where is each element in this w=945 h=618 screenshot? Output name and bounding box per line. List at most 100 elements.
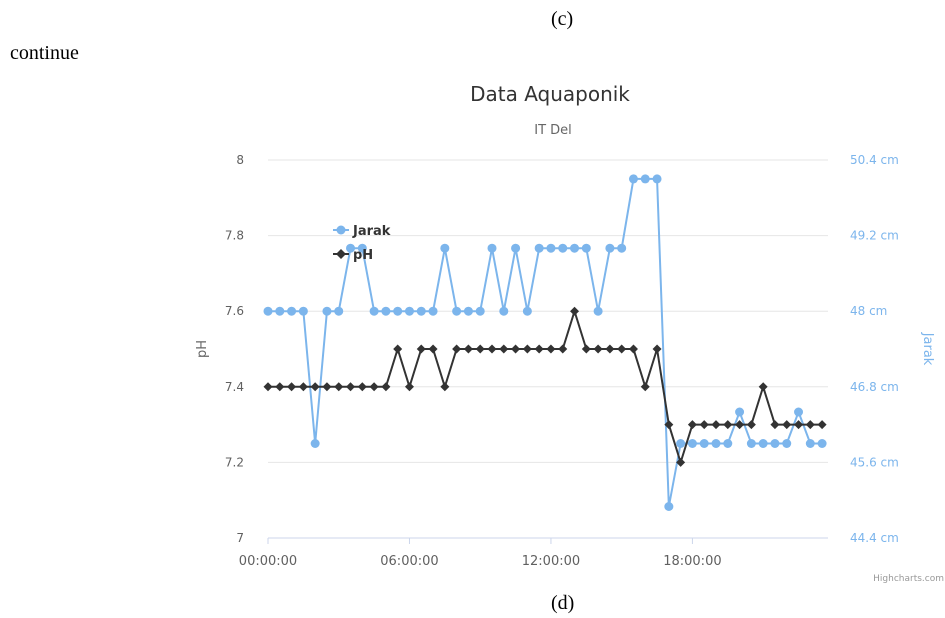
- data-point-jarak[interactable]: [322, 306, 332, 316]
- data-point-ph[interactable]: [322, 382, 332, 392]
- data-point-jarak[interactable]: [263, 306, 273, 316]
- data-point-jarak[interactable]: [782, 439, 792, 448]
- y2-tick-label: 44.4 cm: [850, 531, 899, 545]
- data-point-ph[interactable]: [416, 344, 426, 354]
- data-point-ph[interactable]: [546, 344, 556, 354]
- data-point-ph[interactable]: [735, 420, 745, 430]
- data-point-jarak[interactable]: [687, 439, 697, 448]
- data-point-ph[interactable]: [287, 382, 297, 392]
- data-point-jarak[interactable]: [440, 243, 450, 253]
- data-point-jarak[interactable]: [499, 306, 509, 316]
- data-point-ph[interactable]: [805, 420, 815, 430]
- data-point-ph[interactable]: [676, 457, 686, 467]
- data-point-jarak[interactable]: [640, 174, 650, 184]
- data-point-ph[interactable]: [817, 420, 827, 430]
- data-point-jarak[interactable]: [334, 306, 344, 316]
- data-point-jarak[interactable]: [758, 439, 768, 448]
- data-point-jarak[interactable]: [664, 502, 674, 511]
- data-point-jarak[interactable]: [805, 439, 815, 448]
- data-point-ph[interactable]: [534, 344, 544, 354]
- data-point-ph[interactable]: [746, 420, 756, 430]
- data-point-ph[interactable]: [664, 420, 674, 430]
- data-point-jarak[interactable]: [369, 306, 379, 316]
- data-point-jarak[interactable]: [746, 439, 756, 448]
- data-point-ph[interactable]: [770, 420, 780, 430]
- data-point-jarak[interactable]: [711, 439, 721, 448]
- data-point-ph[interactable]: [558, 344, 568, 354]
- data-point-jarak[interactable]: [570, 243, 580, 253]
- data-point-jarak[interactable]: [428, 306, 438, 316]
- data-point-ph[interactable]: [782, 420, 792, 430]
- data-point-jarak[interactable]: [452, 306, 462, 316]
- data-point-jarak[interactable]: [393, 306, 403, 316]
- data-point-jarak[interactable]: [357, 243, 367, 253]
- data-point-jarak[interactable]: [605, 243, 615, 253]
- data-point-ph[interactable]: [393, 344, 403, 354]
- data-point-ph[interactable]: [723, 420, 733, 430]
- data-point-ph[interactable]: [452, 344, 462, 354]
- data-point-jarak[interactable]: [381, 306, 391, 316]
- data-point-jarak[interactable]: [310, 439, 320, 448]
- data-point-jarak[interactable]: [475, 306, 485, 316]
- data-point-jarak[interactable]: [546, 243, 556, 253]
- data-point-jarak[interactable]: [522, 306, 532, 316]
- data-point-jarak[interactable]: [534, 243, 544, 253]
- data-point-ph[interactable]: [687, 420, 697, 430]
- data-point-jarak[interactable]: [794, 407, 804, 417]
- data-point-jarak[interactable]: [558, 243, 568, 253]
- data-point-ph[interactable]: [487, 344, 497, 354]
- data-point-ph[interactable]: [758, 382, 768, 392]
- y-tick-label: 7.2: [225, 455, 244, 469]
- data-point-ph[interactable]: [499, 344, 509, 354]
- data-point-jarak[interactable]: [723, 439, 733, 448]
- data-point-jarak[interactable]: [699, 439, 709, 448]
- data-point-jarak[interactable]: [346, 243, 356, 253]
- data-point-ph[interactable]: [511, 344, 521, 354]
- data-point-ph[interactable]: [794, 420, 804, 430]
- data-point-ph[interactable]: [346, 382, 356, 392]
- data-point-jarak[interactable]: [404, 306, 414, 316]
- data-point-ph[interactable]: [428, 344, 438, 354]
- data-point-ph[interactable]: [440, 382, 450, 392]
- data-point-ph[interactable]: [652, 344, 662, 354]
- data-point-ph[interactable]: [581, 344, 591, 354]
- data-point-jarak[interactable]: [617, 243, 627, 253]
- data-point-ph[interactable]: [334, 382, 344, 392]
- data-point-ph[interactable]: [310, 382, 320, 392]
- data-point-jarak[interactable]: [463, 306, 473, 316]
- data-point-ph[interactable]: [617, 344, 627, 354]
- data-point-jarak[interactable]: [416, 306, 426, 316]
- data-point-ph[interactable]: [711, 420, 721, 430]
- data-point-jarak[interactable]: [511, 243, 521, 253]
- data-point-ph[interactable]: [275, 382, 285, 392]
- data-point-jarak[interactable]: [735, 407, 745, 417]
- data-point-ph[interactable]: [357, 382, 367, 392]
- data-point-jarak[interactable]: [676, 439, 686, 448]
- data-point-ph[interactable]: [699, 420, 709, 430]
- data-point-jarak[interactable]: [652, 174, 662, 184]
- data-point-jarak[interactable]: [770, 439, 780, 448]
- data-point-ph[interactable]: [570, 306, 580, 316]
- data-point-jarak[interactable]: [287, 306, 297, 316]
- data-point-jarak[interactable]: [487, 243, 497, 253]
- data-point-ph[interactable]: [593, 344, 603, 354]
- data-point-jarak[interactable]: [275, 306, 285, 316]
- data-point-jarak[interactable]: [817, 439, 827, 448]
- data-point-ph[interactable]: [475, 344, 485, 354]
- data-point-ph[interactable]: [463, 344, 473, 354]
- data-point-ph[interactable]: [522, 344, 532, 354]
- data-point-jarak[interactable]: [628, 174, 638, 184]
- data-point-ph[interactable]: [605, 344, 615, 354]
- data-point-ph[interactable]: [628, 344, 638, 354]
- data-point-ph[interactable]: [298, 382, 308, 392]
- data-point-ph[interactable]: [381, 382, 391, 392]
- x-tick-label: 00:00:00: [239, 554, 297, 569]
- data-point-ph[interactable]: [263, 382, 273, 392]
- data-point-ph[interactable]: [404, 382, 414, 392]
- data-point-ph[interactable]: [369, 382, 379, 392]
- data-point-jarak[interactable]: [298, 306, 308, 316]
- data-point-ph[interactable]: [640, 382, 650, 392]
- data-point-jarak[interactable]: [593, 306, 603, 316]
- data-point-jarak[interactable]: [581, 243, 591, 253]
- continue-label: continue: [10, 42, 79, 64]
